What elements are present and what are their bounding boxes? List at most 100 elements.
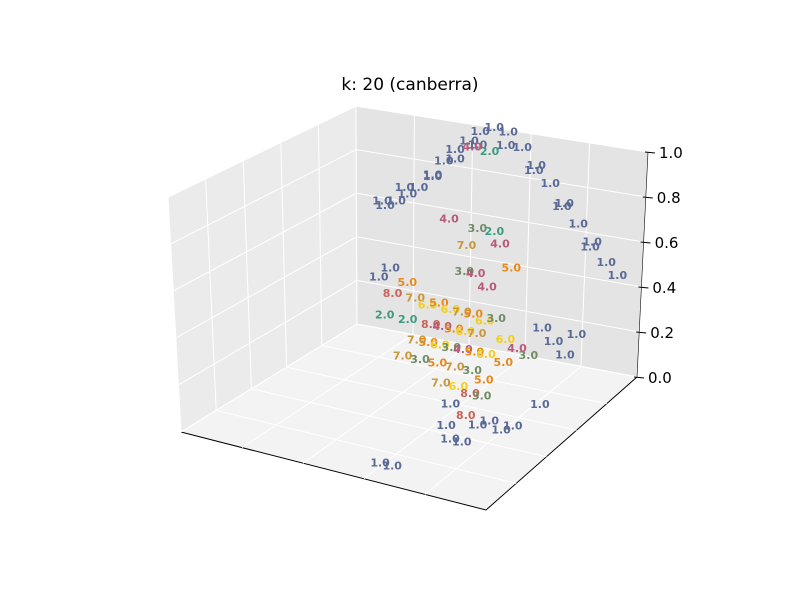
data-point-label: 1.0 [491, 424, 511, 437]
x-grid-line [424, 142, 591, 495]
data-point-label: 1.0 [434, 154, 454, 167]
data-point-label: 1.0 [380, 262, 400, 275]
z-tick-mark [636, 331, 647, 334]
data-point-label: 6.0 [441, 303, 461, 316]
data-point-label: 8.0 [421, 318, 441, 331]
data-point-label: 4.0 [432, 320, 452, 333]
z-grid-line [180, 323, 638, 433]
data-point-label: 1.0 [608, 269, 628, 282]
z-tick-mark [633, 376, 645, 379]
x-grid-line [241, 115, 415, 449]
data-point-label: 4.0 [453, 343, 473, 356]
data-point-label: 1.0 [440, 433, 460, 446]
data-point-label: 1.0 [582, 235, 602, 248]
data-point-label: 7.0 [452, 305, 472, 318]
data-point-label: 1.0 [552, 200, 572, 213]
data-point-label: 7.0 [406, 292, 426, 305]
data-point-label: 7.0 [393, 349, 413, 362]
data-point-label: 3.0 [468, 222, 488, 235]
data-point-label: 6.0 [455, 325, 475, 338]
data-point-label: 1.0 [470, 125, 490, 138]
data-point-label: 1.0 [382, 460, 402, 473]
data-point-label: 1.0 [555, 348, 575, 361]
data-point-label: 6.0 [496, 333, 516, 346]
data-point-label: 1.0 [452, 435, 472, 448]
z-axis-line [636, 151, 649, 378]
data-point-label: 2.0 [480, 145, 500, 158]
data-point-label: 1.0 [554, 197, 574, 210]
data-point-label: 1.0 [409, 181, 429, 194]
data-point-label: 4.0 [466, 267, 486, 280]
z-tick-mark [640, 241, 651, 244]
data-point-label: 6.0 [418, 299, 438, 312]
y-grid-line [317, 124, 607, 405]
data-point-label: 4.0 [462, 141, 482, 154]
data-point-label: 6.0 [430, 338, 450, 351]
data-point-label: 1.0 [512, 141, 532, 154]
data-point-label: 1.0 [532, 321, 552, 334]
floor-edge-front [180, 376, 638, 511]
data-point-label: 5.0 [398, 276, 418, 289]
data-points: 1.01.01.01.01.01.01.01.01.01.01.01.01.01… [369, 121, 627, 473]
data-point-label: 1.0 [423, 168, 443, 181]
data-point-label: 2.0 [375, 308, 395, 321]
data-point-label: 4.0 [477, 280, 497, 293]
data-point-label: 1.0 [496, 139, 516, 152]
data-point-label: 8.0 [383, 287, 403, 300]
data-point-label: 4.0 [507, 342, 527, 355]
grid-lines [167, 105, 649, 495]
y-grid-line [280, 142, 577, 431]
z-tick-mark [644, 151, 656, 154]
data-point-label: 1.0 [526, 159, 546, 172]
data-point-label: 1.0 [484, 121, 504, 134]
z-tick-label: 0.4 [652, 279, 676, 297]
data-point-label: 1.0 [468, 418, 488, 431]
z-grid-line [178, 279, 640, 386]
data-point-label: 1.0 [445, 153, 465, 166]
data-point-label: 1.0 [498, 125, 518, 138]
axes-panes [167, 105, 649, 511]
data-point-label: 2.0 [398, 313, 418, 326]
data-point-label: 8.0 [460, 387, 480, 400]
z-tick-label: 0.8 [657, 189, 681, 207]
z-axis-ticks: 0.0 0.2 0.4 0.6 0.8 1.0 [633, 144, 683, 387]
data-point-label: 5.0 [444, 323, 464, 336]
y-grid-line [242, 160, 547, 458]
z-tick-mark [638, 286, 649, 289]
data-point-label: 7.0 [457, 239, 477, 252]
data-point-label: 1.0 [436, 419, 456, 432]
data-point-label: 2.0 [485, 225, 505, 238]
data-point-label: 1.0 [445, 143, 465, 156]
data-point-label: 3.0 [455, 265, 475, 278]
z-tick-label: 0.6 [655, 234, 679, 252]
z-tick-label: 0.2 [650, 324, 674, 342]
data-point-label: 1.0 [567, 328, 587, 341]
data-point-label: 1.0 [386, 194, 406, 207]
data-point-label: 3.0 [472, 390, 492, 403]
x-grid-line [363, 133, 532, 480]
data-point-label: 3.0 [410, 353, 430, 366]
data-point-label: 7.0 [431, 376, 451, 389]
data-point-label: 6.0 [449, 380, 469, 393]
data-point-label: 6.0 [476, 348, 496, 361]
data-point-label: 5.0 [474, 373, 494, 386]
data-point-label: 1.0 [369, 270, 389, 283]
data-point-label: 1.0 [441, 398, 461, 411]
data-point-label: 5.0 [465, 346, 485, 359]
z-tick-mark [642, 196, 653, 199]
data-point-label: 1.0 [398, 188, 418, 201]
data-point-label: 1.0 [370, 457, 390, 470]
data-point-label: 3.0 [519, 349, 539, 362]
data-point-label: 1.0 [524, 164, 544, 177]
data-point-label: 7.0 [445, 360, 465, 373]
z-tick-label: 1.0 [659, 144, 683, 162]
z-grid-line [170, 149, 646, 245]
data-point-label: 1.0 [372, 195, 392, 208]
data-point-label: 1.0 [459, 134, 479, 147]
data-point-label: 5.0 [428, 357, 448, 370]
data-point-label: 1.0 [375, 199, 395, 212]
z-grid-line [172, 192, 644, 292]
data-point-label: 5.0 [429, 296, 449, 309]
data-point-label: 1.0 [544, 335, 564, 348]
data-point-label: 3.0 [486, 312, 506, 325]
